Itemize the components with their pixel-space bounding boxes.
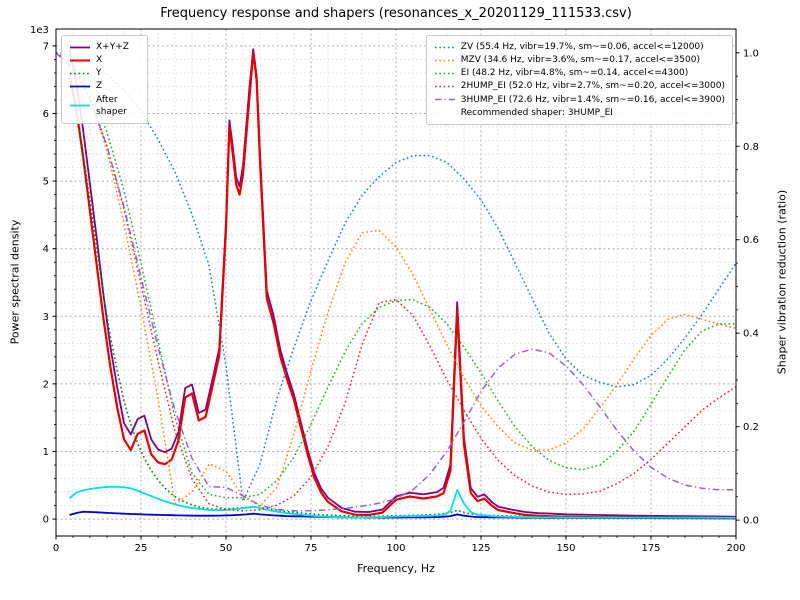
legend-item-z: Z [69, 80, 140, 92]
y-right-tick-label: 0.8 [743, 142, 759, 153]
x-tick-label: 175 [641, 543, 660, 554]
x-tick-label: 150 [556, 543, 575, 554]
legend-blank-sample [434, 108, 456, 117]
legend-item-label: MZV (34.6 Hz, vibr=3.6%, sm~=0.17, accel… [460, 55, 700, 66]
legend-item-xyz: X+Y+Z [69, 41, 140, 53]
legend-line-sample [434, 46, 455, 48]
legend-item-after-shaper: After shaper [69, 94, 140, 118]
legend-item-y: Y [69, 67, 140, 79]
y-left-tick-label: 2 [43, 379, 49, 390]
legend-item-label: ZV (55.4 Hz, vibr=19.7%, sm~=0.06, accel… [460, 42, 704, 52]
series-zv [55, 52, 737, 503]
x-tick-label: 25 [135, 543, 148, 554]
legend-item-label: EI (48.2 Hz, vibr=4.8%, sm~=0.14, accel<… [460, 68, 689, 79]
y-right-tick-label: 0.6 [743, 235, 759, 246]
series-mzv [55, 52, 737, 507]
chart-title: Frequency response and shapers (resonanc… [160, 6, 632, 21]
legend-item-label: Z [96, 81, 103, 92]
series-3hump-ei [55, 52, 736, 512]
y-left-tick-label: 7 [43, 41, 49, 52]
x-tick-label: 75 [305, 543, 318, 554]
y-axis-left-label: Power spectral density [8, 219, 22, 345]
legend-item-zv: ZV (55.4 Hz, vibr=19.7%, sm~=0.06, accel… [434, 41, 725, 53]
series-y [68, 72, 737, 519]
series-after-shaper [69, 485, 737, 519]
legend-item-mzv: MZV (34.6 Hz, vibr=3.6%, sm~=0.17, accel… [434, 54, 725, 66]
legend-shapers: ZV (55.4 Hz, vibr=19.7%, sm~=0.06, accel… [425, 35, 733, 125]
legend-item-2hump-ei: 2HUMP_EI (52.0 Hz, vibr=2.7%, sm~=0.20, … [434, 80, 725, 92]
y-right-tick-label: 0.2 [743, 422, 759, 433]
legend-item-label: Recommended shaper: 3HUMP_EI [460, 107, 613, 118]
legend-item-3hump-ei: 3HUMP_EI (72.6 Hz, vibr=1.4%, sm~=0.16, … [434, 94, 725, 106]
y-left-tick-label: 1 [43, 447, 49, 458]
legend-line-sample [70, 85, 90, 88]
axis-offset-text: 1e3 [30, 25, 49, 36]
legend-line-sample [70, 59, 90, 62]
legend-line-sample [434, 98, 455, 101]
legend-psd: X+Y+Z X Y Z After shaper [61, 35, 148, 124]
x-tick-label: 200 [726, 543, 745, 554]
legend-item-label: X [96, 55, 103, 66]
series-z [69, 510, 737, 520]
x-tick-label: 100 [386, 543, 405, 554]
legend-item-label: Y [96, 68, 102, 79]
legend-line-sample [434, 59, 455, 61]
legend-item-label: After shaper [96, 94, 127, 117]
legend-line-sample [70, 104, 90, 107]
y-right-tick-label: 0.0 [743, 516, 759, 527]
y-right-tick-label: 1.0 [743, 48, 759, 59]
x-tick-label: 0 [53, 543, 59, 554]
y-left-tick-label: 5 [43, 177, 49, 188]
y-left-tick-label: 4 [43, 244, 49, 255]
series-ei [55, 52, 736, 499]
legend-item-label: 3HUMP_EI (72.6 Hz, vibr=1.4%, sm~=0.16, … [460, 94, 725, 105]
x-axis-label: Frequency, Hz [357, 562, 435, 575]
series-x [68, 51, 737, 520]
x-tick-label: 50 [220, 543, 233, 554]
legend-line-sample [434, 85, 455, 88]
legend-item-ei: EI (48.2 Hz, vibr=4.8%, sm~=0.14, accel<… [434, 67, 725, 79]
series-xyz [68, 48, 737, 518]
legend-item-label: X+Y+Z [96, 42, 129, 52]
legend-line-sample [70, 46, 90, 48]
legend-item-note: Recommended shaper: 3HUMP_EI [434, 107, 725, 119]
legend-line-sample [434, 72, 455, 75]
y-right-tick-label: 0.4 [743, 329, 759, 340]
y-left-tick-label: 3 [43, 312, 49, 323]
legend-item-x: X [69, 54, 140, 66]
y-axis-right-label: Shaper vibration reduction (ratio) [775, 189, 789, 375]
y-left-tick-label: 6 [43, 109, 49, 120]
legend-item-label: 2HUMP_EI (52.0 Hz, vibr=2.7%, sm~=0.20, … [460, 81, 725, 92]
legend-line-sample [70, 72, 90, 75]
x-tick-label: 125 [471, 543, 490, 554]
y-left-tick-label: 0 [43, 515, 49, 526]
